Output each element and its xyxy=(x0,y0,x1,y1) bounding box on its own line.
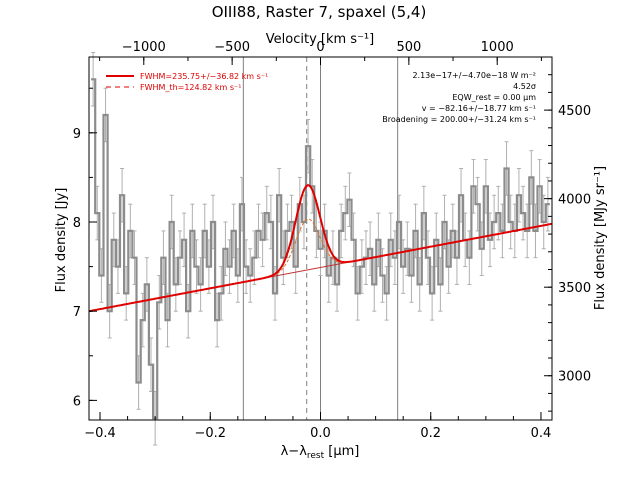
y-tick-label: 6 xyxy=(73,394,81,409)
annotation-broadening: Broadening = 200.00+/−31.24 km s⁻¹ xyxy=(382,115,536,124)
y-right-tick-label: 4500 xyxy=(558,104,591,119)
x-tick-label: 0.0 xyxy=(310,426,331,441)
annotation-velocity: v = −82.16+/−18.77 km s⁻¹ xyxy=(422,104,536,113)
annotation-flux: 2.13e−17+/−4.70e−18 W m⁻² xyxy=(412,71,536,80)
spectrum-series xyxy=(91,78,550,420)
chart-title: OIII88, Raster 7, spaxel (5,4) xyxy=(212,3,427,21)
annotations: 2.13e−17+/−4.70e−18 W m⁻² 4.52σ EQW_rest… xyxy=(382,71,536,124)
y-right-tick-label: 4000 xyxy=(558,193,591,208)
y-axis-label: Flux density [Jy] xyxy=(54,188,69,293)
top-tick-label: −1000 xyxy=(122,40,166,55)
annotation-eqw: EQW_rest = 0.00 µm xyxy=(452,93,536,102)
y-right-tick-label: 3000 xyxy=(558,370,591,385)
y-tick-label: 8 xyxy=(73,216,81,231)
y-tick-label: 7 xyxy=(73,305,81,320)
y-axis-right-label: Flux density [MJy sr⁻¹] xyxy=(593,166,608,310)
fit-total-profile xyxy=(88,184,553,313)
legend: FWHM=235.75+/−36.82 km s⁻¹ FWHM_th=124.8… xyxy=(106,72,268,92)
fit-series xyxy=(88,184,553,313)
y-tick-label: 9 xyxy=(73,127,81,142)
legend-fwhm-th-label: FWHM_th=124.82 km s⁻¹ xyxy=(140,83,241,92)
x-tick-label: −0.4 xyxy=(84,426,116,441)
top-tick-label: −500 xyxy=(214,40,250,55)
legend-fwhm-label: FWHM=235.75+/−36.82 km s⁻¹ xyxy=(140,72,268,81)
x-tick-label: 0.4 xyxy=(531,426,552,441)
spectrum-histogram xyxy=(91,78,550,420)
top-tick-label: 1000 xyxy=(481,40,514,55)
x-tick-label: −0.2 xyxy=(194,426,226,441)
x-tick-label: 0.2 xyxy=(420,426,441,441)
y-right-tick-label: 3500 xyxy=(558,281,591,296)
top-tick-label: 500 xyxy=(396,40,421,55)
x-axis-label: λ−λrest [µm] xyxy=(281,444,360,461)
top-axis-label: Velocity [km s⁻¹] xyxy=(266,32,374,47)
top-tick-label: 0 xyxy=(316,40,324,55)
annotation-significance: 4.52σ xyxy=(513,82,536,91)
axes: −0.4 −0.2 0.0 0.2 0.4 −1000 −500 0 500 1000 6 7 8 9 30… xyxy=(73,40,591,441)
